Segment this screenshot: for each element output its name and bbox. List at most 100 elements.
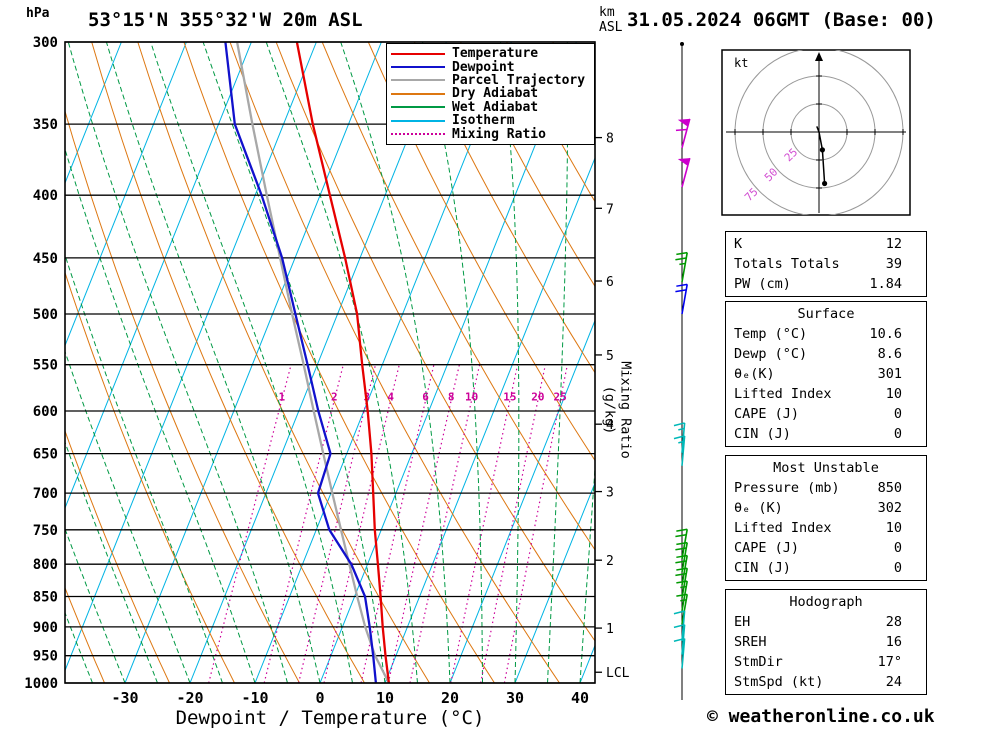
stat-row: StmDir 17° bbox=[726, 652, 926, 672]
mixing-ratio-label: 2 bbox=[331, 390, 338, 403]
temp-tick-label: 40 bbox=[571, 689, 589, 707]
wind-barb bbox=[673, 610, 686, 641]
legend-line-sample bbox=[391, 79, 445, 82]
mixing-ratio-label: 20 bbox=[531, 390, 544, 403]
stat-label: Pressure (mb) bbox=[734, 480, 840, 496]
wind-barb bbox=[676, 593, 688, 625]
legend-line-sample bbox=[391, 119, 445, 122]
panel-surface-title: Surface bbox=[797, 306, 855, 322]
legend-label: Mixing Ratio bbox=[452, 126, 546, 142]
pressure-tick-label: 850 bbox=[33, 590, 58, 606]
profile-curves bbox=[224, 42, 391, 683]
mixing-ratio-label: 1 bbox=[278, 390, 285, 403]
hodograph-trace-point bbox=[822, 180, 828, 187]
stat-row: Temp (°C) 10.6 bbox=[726, 324, 926, 344]
x-axis-label: Dewpoint / Temperature (°C) bbox=[175, 707, 485, 729]
legend-line-sample bbox=[391, 133, 445, 136]
stat-label: StmSpd (kt) bbox=[734, 674, 824, 690]
km-tick-label: 4 bbox=[606, 418, 614, 433]
pressure-tick-label: 400 bbox=[33, 188, 58, 204]
pressure-tick-label: 750 bbox=[33, 523, 58, 539]
temp-tick-label: -20 bbox=[176, 689, 203, 707]
stat-value: 8.6 bbox=[877, 346, 902, 362]
km-tick-label: 3 bbox=[606, 486, 614, 501]
stat-row: K 12 bbox=[726, 234, 926, 254]
legend-line-sample bbox=[391, 66, 445, 69]
pressure-tick-label: 350 bbox=[33, 117, 58, 133]
stat-row: Dewp (°C) 8.6 bbox=[726, 344, 926, 364]
stat-value: 850 bbox=[877, 480, 902, 496]
stat-value: 10 bbox=[885, 386, 902, 402]
pressure-axis-unit-label: hPa bbox=[26, 6, 50, 21]
wind-barb bbox=[675, 554, 688, 586]
wind-barb bbox=[675, 528, 688, 559]
pressure-tick-label: 1000 bbox=[24, 676, 58, 692]
parcel-trajectory-curve bbox=[235, 42, 390, 683]
stats-panel-hodograph: Hodograph EH 28 SREH 16 StmDir 17° StmSpd (kt) 2… bbox=[725, 589, 927, 695]
panel-hodograph-stats-title: Hodograph bbox=[789, 594, 863, 610]
stat-label: Temp (°C) bbox=[734, 326, 808, 342]
stat-value: 28 bbox=[885, 614, 902, 630]
stat-row: EH 28 bbox=[726, 612, 926, 632]
temp-tick-label: -10 bbox=[241, 689, 268, 707]
mixing-ratio-axis-label: Mixing Ratio (g/kg) bbox=[601, 361, 634, 459]
pressure-tick-label: 900 bbox=[33, 620, 58, 636]
mixing-ratio-label: 8 bbox=[448, 390, 455, 403]
hodograph-trace bbox=[816, 126, 826, 184]
wind-barb bbox=[677, 157, 691, 188]
legend-item-mixing_ratio: Mixing Ratio bbox=[391, 126, 592, 142]
stat-label: K bbox=[734, 236, 743, 252]
wind-barb bbox=[675, 118, 691, 149]
wind-barb bbox=[675, 251, 688, 283]
stat-value: 17° bbox=[877, 654, 902, 670]
stat-value: 0 bbox=[893, 406, 902, 422]
stat-row: Lifted Index 10 bbox=[726, 384, 926, 404]
stat-value: 10 bbox=[885, 520, 902, 536]
stat-label: θₑ(K) bbox=[734, 366, 775, 382]
legend-item-dewpoint: Dewpoint bbox=[391, 60, 592, 74]
pressure-tick-label: 500 bbox=[33, 307, 58, 323]
stat-label: StmDir bbox=[734, 654, 783, 670]
stat-row: CAPE (J) 0 bbox=[726, 404, 926, 424]
km-tick-label: 5 bbox=[606, 349, 614, 364]
legend-label: Wet Adiabat bbox=[452, 99, 539, 115]
stat-value: 301 bbox=[877, 366, 902, 382]
mixing-ratio-label: 10 bbox=[465, 390, 478, 403]
pressure-tick-label: 700 bbox=[33, 486, 58, 502]
stat-label: CAPE (J) bbox=[734, 540, 800, 556]
stats-panel-most-unstable: Most Unstable Pressure (mb) 850 θₑ (K) 302 Li… bbox=[725, 455, 927, 581]
stat-label: Dewp (°C) bbox=[734, 346, 808, 362]
altitude-unit-km: km bbox=[599, 5, 615, 20]
wind-barb bbox=[673, 435, 686, 466]
stat-row: Pressure (mb) 850 bbox=[726, 478, 926, 498]
stat-row: θₑ (K) 302 bbox=[726, 498, 926, 518]
pressure-tick-label: 300 bbox=[33, 35, 58, 51]
km-tick-label: 1 bbox=[606, 622, 614, 637]
pressure-tick-label: 800 bbox=[33, 557, 58, 573]
stat-row: Lifted Index 10 bbox=[726, 518, 926, 538]
stat-value: 0 bbox=[893, 540, 902, 556]
stat-label: CIN (J) bbox=[734, 426, 791, 442]
legend-line-sample bbox=[391, 52, 445, 55]
stat-label: CAPE (J) bbox=[734, 406, 800, 422]
hodograph-axis-arrow bbox=[815, 52, 823, 61]
km-tick-label: 8 bbox=[606, 132, 614, 147]
wind-barb bbox=[673, 422, 686, 453]
datetime-title: 31.05.2024 06GMT (Base: 00) bbox=[627, 9, 936, 31]
hodograph-trace-point bbox=[819, 147, 826, 153]
legend: Temperature Dewpoint Parcel Trajectory Dry … bbox=[386, 43, 595, 145]
mixing-ratio-label: 25 bbox=[553, 390, 566, 403]
temp-tick-label: 10 bbox=[376, 689, 394, 707]
altitude-unit-asl: ASL bbox=[599, 20, 623, 35]
stat-label: Totals Totals bbox=[734, 256, 840, 272]
pressure-tick-label: 650 bbox=[33, 447, 58, 463]
stat-label: EH bbox=[734, 614, 751, 630]
legend-label: Isotherm bbox=[452, 113, 515, 129]
stat-label: Lifted Index bbox=[734, 520, 832, 536]
temperature-curve bbox=[295, 42, 391, 683]
pressure-tick-label: 950 bbox=[33, 649, 58, 665]
stat-value: 0 bbox=[893, 560, 902, 576]
